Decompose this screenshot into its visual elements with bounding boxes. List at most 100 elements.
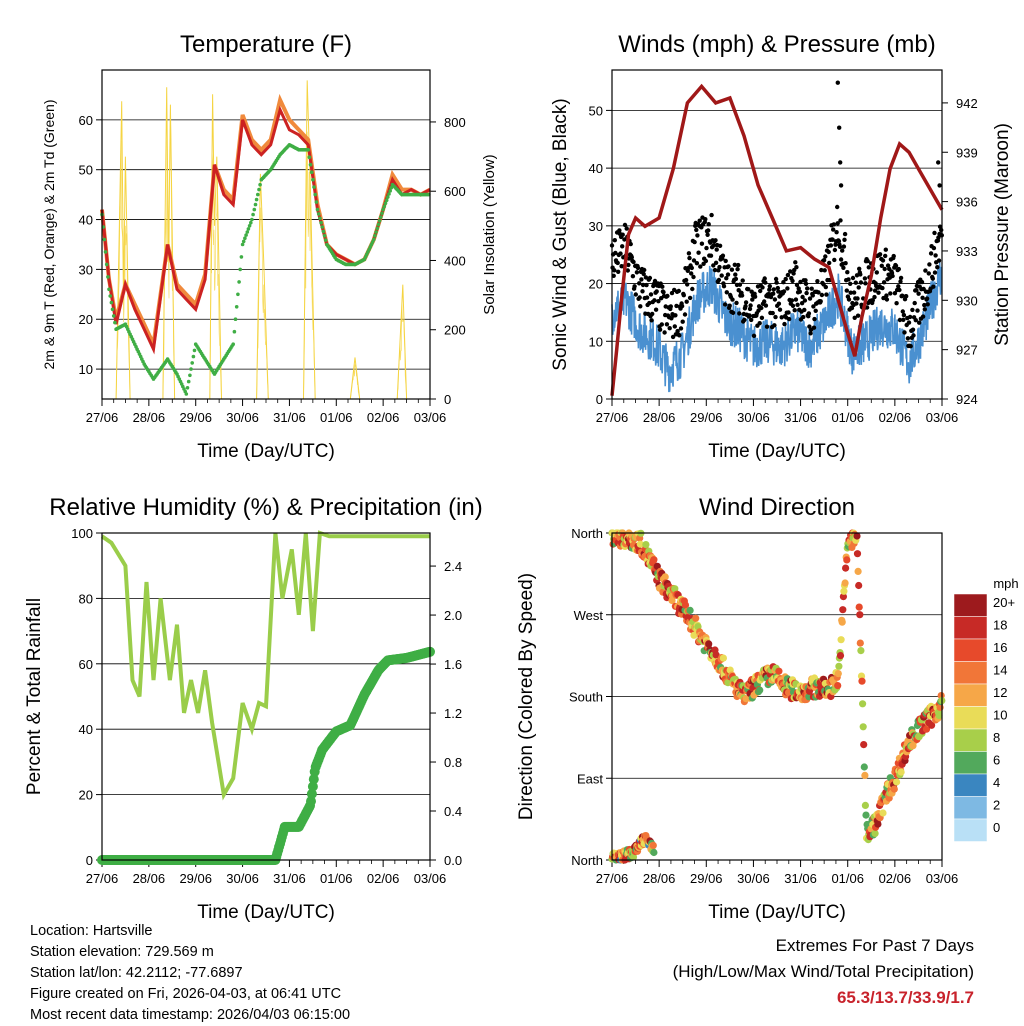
direction-point — [690, 631, 698, 639]
gust-point — [936, 160, 941, 165]
gust-point — [618, 251, 623, 256]
plot-border — [611, 69, 943, 400]
extremes-subtitle: (High/Low/Max Wind/Total Precipitation) — [672, 962, 974, 981]
gust-point — [915, 308, 920, 313]
gust-point — [927, 262, 932, 267]
gust-point — [691, 274, 696, 280]
gust-point — [774, 280, 779, 285]
gust-point — [791, 271, 796, 276]
y-right-tick-label: 600 — [444, 184, 466, 199]
gust-point — [846, 277, 851, 282]
gust-point — [815, 279, 820, 284]
gust-point — [922, 307, 927, 312]
gust-point — [884, 297, 890, 302]
gust-point — [794, 265, 799, 270]
gust-point — [628, 241, 633, 247]
gust-point — [811, 304, 816, 309]
gust-point — [681, 293, 686, 298]
x-axis-label: Time (Day/UTC) — [708, 902, 846, 923]
direction-point — [784, 688, 793, 697]
dewpoint-point — [251, 212, 255, 217]
direction-point — [650, 556, 658, 564]
dewpoint-point — [233, 317, 238, 322]
gust-point — [795, 302, 800, 307]
gust-point — [737, 282, 743, 287]
dewpoint-point — [185, 386, 190, 390]
x-tick-label: 01/06 — [320, 410, 353, 425]
dewpoint-point — [313, 192, 318, 197]
gust-point — [890, 273, 895, 279]
gust-point — [730, 297, 735, 302]
gust-point — [669, 290, 675, 296]
direction-point — [839, 606, 847, 614]
gust-point — [711, 243, 716, 248]
gust-point — [764, 324, 770, 329]
series-gust — [609, 80, 944, 349]
y-right-tick-label: 800 — [444, 115, 466, 130]
gust-point — [802, 298, 808, 303]
precip-point — [306, 796, 316, 807]
x-tick-label: 03/06 — [926, 871, 959, 886]
dewpoint-point — [386, 195, 390, 199]
gust-point — [622, 222, 628, 228]
gust-point — [897, 317, 903, 323]
gust-point — [714, 247, 719, 252]
gust-point — [785, 286, 790, 291]
gust-point — [733, 272, 738, 277]
gust-point — [920, 295, 925, 300]
y-right-tick-label: 400 — [444, 253, 466, 268]
gust-point — [722, 302, 728, 307]
gust-point — [885, 263, 891, 268]
dewpoint-point — [111, 314, 116, 318]
gust-point — [936, 235, 941, 240]
direction-point — [853, 550, 862, 558]
gust-point — [932, 230, 937, 236]
extremes-values: 65.3/13.7/33.9/1.7 — [836, 988, 974, 1007]
direction-point — [692, 614, 700, 622]
gust-point — [756, 308, 761, 313]
legend-label: 2 — [993, 798, 1000, 813]
direction-point — [856, 639, 864, 647]
direction-point — [839, 593, 848, 601]
gust-point — [876, 290, 881, 295]
gust-point — [644, 282, 649, 288]
chart-title: Temperature (F) — [180, 31, 352, 58]
dewpoint-point — [231, 342, 235, 347]
gust-point — [711, 263, 716, 268]
gust-point — [641, 271, 646, 277]
gust-point — [632, 284, 637, 289]
dewpoint-point — [389, 186, 394, 190]
gust-point — [801, 314, 806, 320]
gust-point — [648, 292, 654, 297]
y-tick-label: 50 — [589, 103, 603, 118]
series-pressure — [610, 83, 944, 396]
gust-point — [891, 253, 896, 259]
x-tick-label: 02/06 — [879, 410, 912, 425]
gust-point — [684, 299, 689, 304]
gust-point — [779, 315, 784, 320]
gust-point — [793, 260, 798, 265]
gust-point — [616, 269, 621, 274]
gust-point — [858, 272, 863, 277]
gust-point — [834, 230, 839, 235]
dewpoint-point — [191, 354, 196, 359]
gust-point — [933, 253, 938, 258]
direction-point — [686, 606, 694, 615]
gust-point — [874, 270, 879, 275]
station-latlon: Station lat/lon: 42.2112; -77.6897 — [30, 965, 243, 981]
gust-point — [931, 245, 937, 251]
gust-point — [626, 262, 631, 268]
gust-point — [689, 265, 694, 271]
gust-point — [911, 333, 916, 338]
gust-point — [690, 286, 695, 292]
gust-point — [845, 270, 850, 275]
gust-point — [732, 262, 737, 267]
gust-point — [799, 301, 805, 306]
gust-point — [612, 238, 617, 243]
gust-point — [748, 303, 753, 308]
gust-point — [882, 266, 887, 272]
gust-point — [687, 295, 693, 301]
dewpoint-point — [241, 239, 246, 244]
gust-point — [800, 294, 805, 300]
